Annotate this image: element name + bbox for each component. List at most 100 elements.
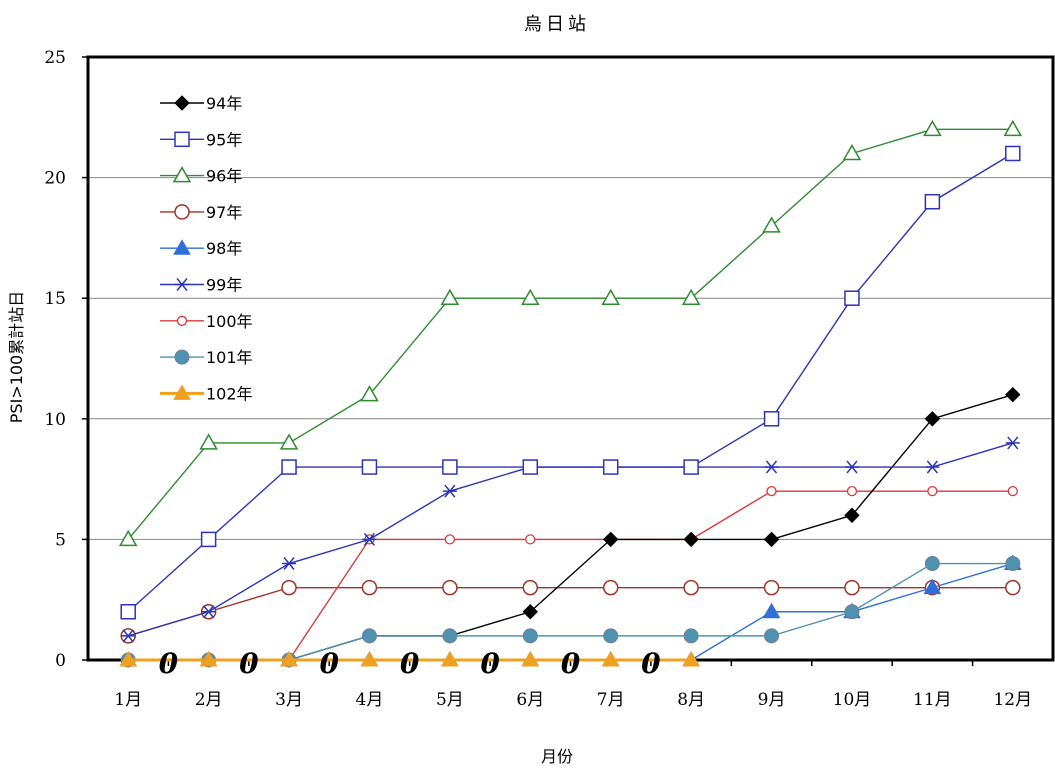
data-point xyxy=(360,385,379,402)
data-point xyxy=(282,557,297,571)
data-point xyxy=(683,459,699,475)
data-point xyxy=(199,433,218,450)
data-point xyxy=(844,507,860,523)
data-point xyxy=(199,650,218,667)
legend-label: 102年 xyxy=(206,384,253,403)
data-point xyxy=(201,605,216,619)
data-point xyxy=(176,315,188,326)
x-tick-label: 5月 xyxy=(436,690,464,710)
series-line xyxy=(127,128,1013,540)
data-point xyxy=(362,532,377,546)
data-point xyxy=(681,288,701,305)
data-point xyxy=(763,531,780,548)
data-point xyxy=(175,278,189,291)
data-point xyxy=(119,650,138,667)
data-point xyxy=(442,628,458,644)
data-point xyxy=(924,193,941,210)
data-point xyxy=(603,531,619,548)
legend-label: 99年 xyxy=(206,276,242,295)
data-point xyxy=(1007,486,1018,497)
data-point xyxy=(766,486,777,497)
data-point xyxy=(923,578,942,595)
data-point xyxy=(844,579,860,596)
data-point xyxy=(925,460,940,474)
data-point xyxy=(281,459,297,475)
data-point xyxy=(444,534,456,545)
data-point xyxy=(601,288,621,305)
data-point xyxy=(1005,386,1021,403)
data-point xyxy=(844,604,860,620)
zero-annotations: 0 0 0 0 0 0 0 xyxy=(159,647,662,680)
data-point xyxy=(121,629,136,643)
data-point xyxy=(844,290,860,306)
data-point xyxy=(764,628,780,644)
series-102年 xyxy=(119,650,700,667)
data-point xyxy=(924,556,940,572)
data-point xyxy=(442,579,458,596)
data-point xyxy=(1005,579,1021,596)
data-point xyxy=(361,579,378,596)
series-line xyxy=(128,394,1013,661)
legend-item: 101年 xyxy=(160,348,253,367)
x-tick-label: 1月 xyxy=(114,690,142,710)
data-point xyxy=(522,459,539,475)
data-point xyxy=(601,650,620,667)
data-point xyxy=(521,650,540,667)
x-tick-label: 2月 xyxy=(195,690,223,710)
legend-label: 95年 xyxy=(206,130,242,149)
data-point xyxy=(842,143,862,161)
x-tick-label: 4月 xyxy=(356,690,384,710)
series-line xyxy=(128,562,1013,661)
zero-annotation: 0 xyxy=(320,647,340,680)
data-point xyxy=(762,216,781,233)
data-point xyxy=(1003,119,1023,137)
data-point xyxy=(683,579,699,596)
x-tick-label: 8月 xyxy=(677,690,705,710)
data-point xyxy=(361,628,377,644)
legend-item: 94年 xyxy=(160,94,242,113)
data-point xyxy=(281,579,297,596)
data-point xyxy=(762,602,781,619)
data-point xyxy=(361,459,378,475)
chart-title: 烏日站 xyxy=(524,14,590,35)
data-point xyxy=(442,459,458,475)
data-point xyxy=(522,579,539,596)
legend-item: 102年 xyxy=(160,384,253,403)
data-point xyxy=(683,531,699,548)
y-axis-ticks: 0 5 10 15 20 25 xyxy=(44,48,88,671)
data-point xyxy=(923,119,942,137)
series-96年 xyxy=(118,119,1023,547)
data-point xyxy=(602,459,619,475)
legend-item: 100年 xyxy=(160,312,253,331)
data-point xyxy=(172,166,192,183)
zero-annotation: 0 xyxy=(400,647,420,680)
zero-annotation: 0 xyxy=(239,647,259,680)
legend-label: 101年 xyxy=(206,348,253,367)
x-tick-label: 9月 xyxy=(758,690,786,710)
x-tick-label: 12月 xyxy=(993,690,1032,710)
series-95年 xyxy=(120,145,1021,620)
series-line xyxy=(128,586,1013,637)
y-tick-label: 15 xyxy=(44,289,66,309)
y-tick-label: 10 xyxy=(44,410,66,430)
legend-label: 96年 xyxy=(206,167,242,186)
data-point xyxy=(520,288,540,305)
zero-annotation: 0 xyxy=(641,647,661,680)
y-tick-label: 5 xyxy=(55,530,66,550)
legend-label: 94年 xyxy=(206,94,242,113)
x-tick-label: 7月 xyxy=(597,690,625,710)
series-layer xyxy=(118,119,1023,668)
data-point xyxy=(200,531,217,548)
data-point xyxy=(683,628,699,644)
zero-annotation: 0 xyxy=(159,647,179,680)
x-axis-ticks: 1月 2月 3月 4月 5月 6月 7月 8月 9月 10月 11月 12月 xyxy=(114,660,1032,710)
legend: 94年 95年 96年 97年 98年 99年 100年 101年 102年 xyxy=(160,94,253,403)
data-point xyxy=(763,579,780,596)
y-tick-label: 25 xyxy=(44,48,66,68)
x-tick-label: 11月 xyxy=(913,690,952,710)
data-point xyxy=(173,384,191,400)
y-tick-label: 20 xyxy=(44,169,66,189)
data-point xyxy=(924,411,941,427)
data-point xyxy=(525,534,536,545)
y-tick-label: 0 xyxy=(55,651,66,671)
